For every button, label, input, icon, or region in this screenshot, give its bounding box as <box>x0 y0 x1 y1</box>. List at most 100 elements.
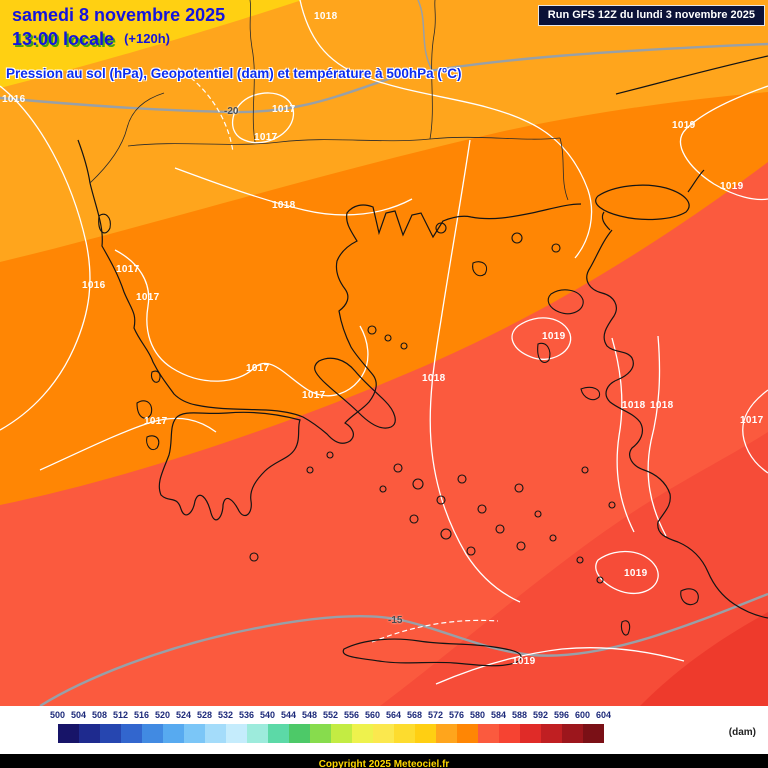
legend-value: 596 <box>553 710 570 720</box>
island-cyclades <box>516 541 526 551</box>
isobar-1017-edge <box>742 389 768 474</box>
legend-value: 548 <box>301 710 318 720</box>
isobar-1017-south <box>39 417 217 471</box>
legend-value: 536 <box>238 710 255 720</box>
isobar-1018-east-b <box>647 335 667 537</box>
forecast-offset: (+120h) <box>124 31 170 46</box>
isobar-1018-north <box>299 0 593 259</box>
isobar-1018-aegean <box>429 139 521 603</box>
forecast-time: 13:00 locale <box>12 29 115 49</box>
island-cyclades <box>379 485 387 493</box>
island-cyclades <box>440 528 452 540</box>
legend-value: 588 <box>511 710 528 720</box>
legend-swatch <box>373 724 394 743</box>
isobar-1017-pocket <box>232 92 295 144</box>
band-red-deep <box>640 612 768 706</box>
island-sporades-b <box>384 334 392 342</box>
legend-swatch <box>457 724 478 743</box>
isotherm-lines <box>0 0 768 706</box>
geopotential-bands <box>0 0 768 706</box>
isobar-1019-south <box>435 646 685 685</box>
legend: 500 504 508 512 516 520 524 528 532 536 540 544 548 5… <box>0 706 768 754</box>
legend-value: 540 <box>259 710 276 720</box>
legend-swatch <box>268 724 289 743</box>
island-cyclades <box>477 504 487 514</box>
isobar-lines <box>0 0 768 685</box>
coastlines <box>77 55 768 667</box>
island-samos <box>580 386 601 401</box>
legend-swatch <box>310 724 331 743</box>
legend-swatch <box>331 724 352 743</box>
legend-swatch <box>184 724 205 743</box>
coast-marmara-sea <box>595 184 690 221</box>
legend-swatch <box>247 724 268 743</box>
legend-swatch <box>226 724 247 743</box>
island-dodecanese <box>608 501 616 509</box>
legend-value: 604 <box>595 710 612 720</box>
coast-euboea <box>314 357 396 429</box>
island-chios <box>537 342 551 363</box>
legend-value: 564 <box>385 710 402 720</box>
coast-peloponnese <box>158 411 301 521</box>
island-karpathos <box>620 620 631 636</box>
isobar-1019-ne <box>679 85 768 201</box>
island-sporades-c <box>400 342 408 350</box>
legend-value: 524 <box>175 710 192 720</box>
island-dodecanese <box>596 576 604 584</box>
coast-crete <box>342 638 522 667</box>
island-dodecanese <box>581 466 589 474</box>
isobar-1017-west <box>114 249 369 397</box>
island-lefkada <box>151 370 161 383</box>
forecast-date: samedi 8 novembre 2025 <box>12 5 226 25</box>
island-cyclades <box>409 514 419 524</box>
legend-swatch <box>142 724 163 743</box>
legend-swatch <box>163 724 184 743</box>
coast-mainland-greece <box>77 139 582 444</box>
legend-value: 504 <box>70 710 87 720</box>
legend-value: 512 <box>112 710 129 720</box>
island-cyclades <box>514 483 524 493</box>
legend-unit: (dam) <box>728 727 756 738</box>
island-corfu <box>98 213 111 234</box>
island-kefalonia <box>136 400 153 419</box>
legend-value: 532 <box>217 710 234 720</box>
isotherm-minus20 <box>0 42 768 114</box>
island-zakynthos <box>146 435 160 451</box>
dashed-contour-nw <box>177 67 234 153</box>
copyright-bar: Copyright 2025 Meteociel.fr <box>0 754 768 768</box>
legend-swatch <box>562 724 583 743</box>
island-kythira <box>249 552 259 562</box>
legend-value: 568 <box>406 710 423 720</box>
island-lesbos <box>547 289 584 315</box>
island-lemnos <box>472 261 488 277</box>
map-svg <box>0 0 768 706</box>
isobar-1019-pocket <box>511 317 572 360</box>
isotherm-minus15 <box>39 592 768 706</box>
island-cyclades <box>457 474 467 484</box>
island-sporades-a <box>367 325 377 335</box>
island-dodecanese <box>576 556 584 564</box>
island-rhodes <box>680 588 699 606</box>
legend-swatch <box>415 724 436 743</box>
legend-values-row: 500 504 508 512 516 520 524 528 532 536 540 544 548 5… <box>47 710 614 720</box>
legend-value: 600 <box>574 710 591 720</box>
island-dodecanese <box>549 534 557 542</box>
legend-value: 556 <box>343 710 360 720</box>
legend-swatch <box>520 724 541 743</box>
legend-swatch <box>352 724 373 743</box>
border-macedonia-bulgaria <box>249 0 256 143</box>
island-saronic-b <box>306 466 314 474</box>
copyright-text: Copyright 2025 Meteociel.fr <box>318 759 450 768</box>
coast-bosphorus <box>687 169 705 193</box>
forecast-time-row: 13:00 locale (+120h) <box>12 29 170 50</box>
island-thasos <box>435 222 447 234</box>
coast-dardanelles <box>601 211 611 231</box>
legend-swatch <box>499 724 520 743</box>
island-cyclades <box>466 546 476 556</box>
island-cyclades <box>436 495 446 505</box>
border-greece-turkey <box>559 137 569 201</box>
legend-value: 560 <box>364 710 381 720</box>
legend-value: 592 <box>532 710 549 720</box>
island-cyclades <box>495 524 505 534</box>
